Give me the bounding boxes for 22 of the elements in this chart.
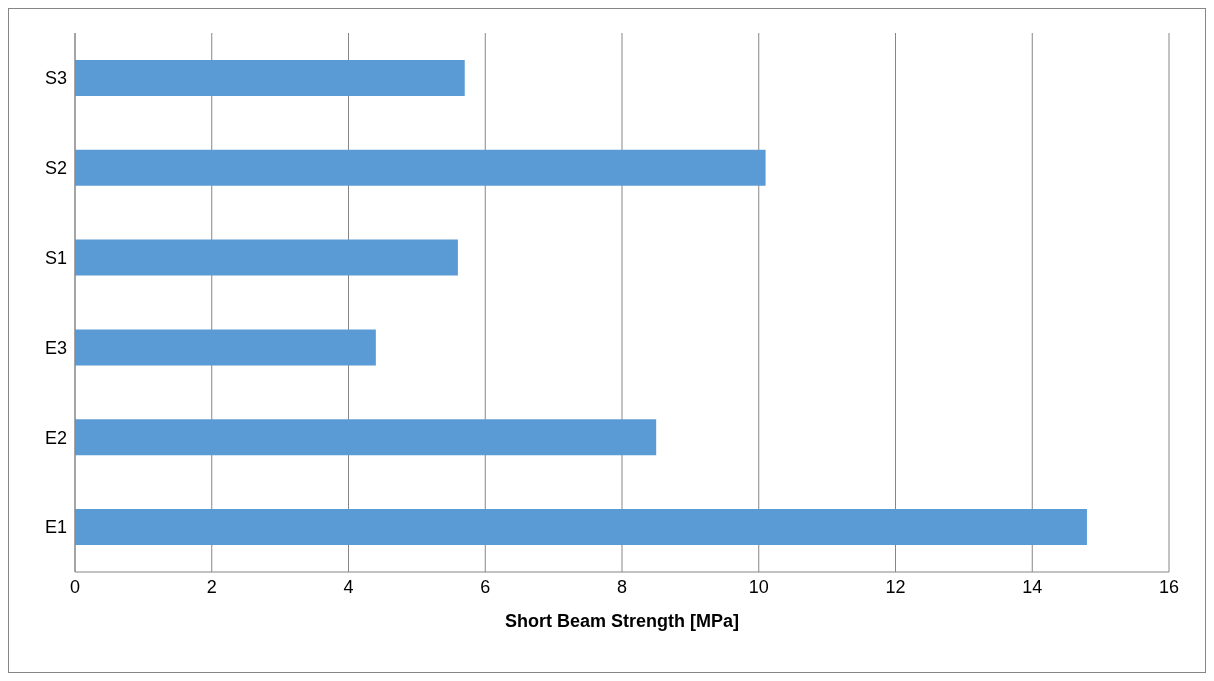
y-tick-label: S3 <box>44 68 67 89</box>
y-tick-label: S2 <box>44 158 67 179</box>
bar <box>75 59 465 96</box>
bar <box>75 149 766 186</box>
x-tick-label: 12 <box>885 576 906 597</box>
bar <box>75 419 657 456</box>
y-tick-label: E1 <box>44 517 67 538</box>
bar <box>75 509 1087 546</box>
x-tick-label: 10 <box>748 576 769 597</box>
x-tick-label: 8 <box>616 576 628 597</box>
x-axis-title: Short Beam Strength [MPa] <box>504 610 740 631</box>
bar <box>75 239 458 276</box>
y-tick-label: E2 <box>44 427 67 448</box>
y-tick-label: S1 <box>44 247 67 268</box>
x-tick-label: 2 <box>206 576 217 597</box>
x-tick-label: 16 <box>1158 576 1180 597</box>
y-tick-label: E3 <box>44 337 67 358</box>
x-tick-label: 4 <box>343 576 354 597</box>
x-tick-label: 0 <box>69 576 81 597</box>
bar <box>75 329 376 366</box>
x-tick-label: 6 <box>480 576 491 597</box>
x-tick-label: 14 <box>1022 576 1043 597</box>
